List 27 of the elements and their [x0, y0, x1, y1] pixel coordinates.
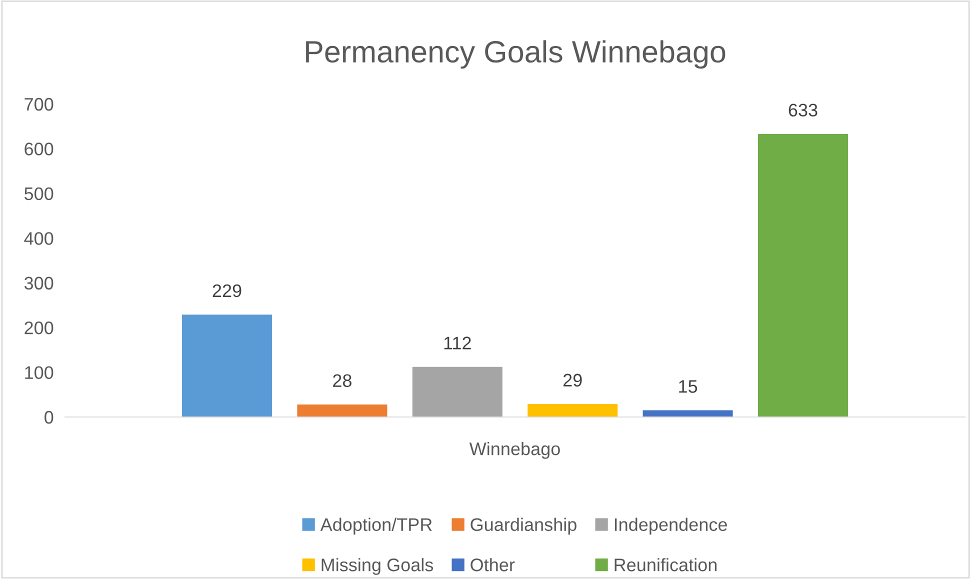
- bar: [182, 314, 272, 417]
- y-tick-label: 300: [24, 276, 54, 290]
- data-label: 112: [444, 336, 471, 350]
- bar: [412, 366, 502, 417]
- legend-label: Guardianship: [470, 518, 576, 535]
- y-tick-label: 500: [24, 187, 54, 200]
- data-label: 15: [679, 380, 698, 393]
- legend-label: Missing Goals: [322, 558, 434, 575]
- y-tick-label: 400: [24, 232, 54, 245]
- legend-label: Other: [470, 558, 515, 572]
- y-tick-label: 600: [24, 142, 54, 156]
- legend-label: Adoption/TPR: [320, 518, 432, 535]
- bar: [297, 404, 388, 417]
- data-label: 29: [563, 374, 582, 387]
- legend-label: Reunification: [614, 558, 717, 572]
- bar: [528, 404, 618, 417]
- chart-title: Permanency Goals Winnebago: [306, 40, 726, 69]
- y-tick-label: 700: [24, 98, 54, 111]
- y-tick-label: 200: [24, 322, 54, 334]
- y-tick-label: 100: [25, 366, 54, 380]
- data-label: 28: [333, 374, 352, 388]
- bar: [758, 134, 848, 417]
- data-label: 633: [788, 104, 818, 116]
- legend-label: Independence: [614, 518, 727, 535]
- y-tick-label: 0: [44, 410, 54, 424]
- data-label: 229: [212, 284, 242, 298]
- x-tick-label: Winnebago: [469, 442, 560, 459]
